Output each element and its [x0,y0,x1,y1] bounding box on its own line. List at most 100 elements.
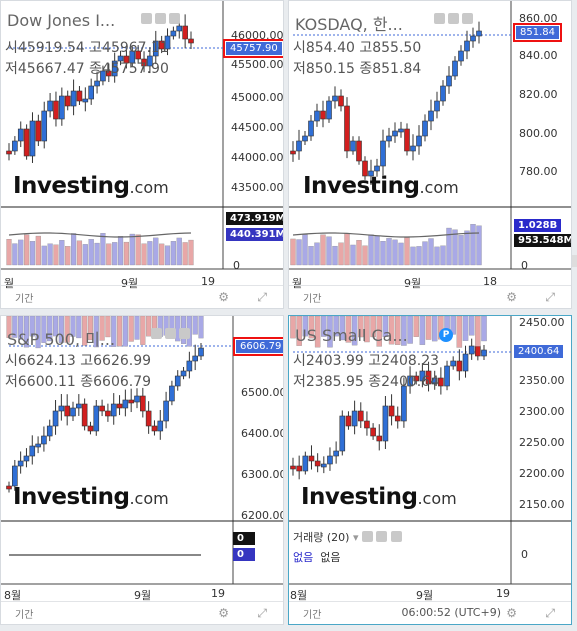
volume-bar [6,238,12,266]
volume-bar [29,316,35,337]
period-button[interactable]: 기간 [303,294,322,305]
chart-footer: 기간 ⚙ ⤢ [289,285,571,308]
chart-title[interactable]: S&P 500, 미... [7,330,116,349]
investing-logo: Investing.com [301,484,457,510]
low-value: 45667.47 [17,61,85,77]
settings-icon[interactable] [165,328,176,339]
eye-icon[interactable] [361,531,373,542]
volume-bar [321,316,327,337]
gear-icon[interactable]: ⚙ [218,290,229,304]
volume-bar [87,316,94,341]
volume-bar [345,316,352,343]
candle-body [147,55,153,67]
volume-ma-tag: 0 [233,548,255,561]
candle-body [6,485,12,490]
candle-body [145,410,152,427]
candle-body [135,50,141,60]
candle-body [186,360,193,372]
candle-body [370,427,376,437]
volume-bar [164,245,171,266]
ohlc-row-2: 저45667.47 종45757.90 [5,58,169,78]
chart-panel-kosdaq[interactable]: KOSDAQ, 한... 시854.40 고855.50 저850.15 종85… [288,0,572,309]
y-tick: 43500.00 [231,181,284,194]
candle-body [76,403,82,409]
volume-bar [370,316,376,338]
volume-zero-tick: 0 [521,548,528,561]
volume-values: 없음 없음 [293,549,341,565]
volume-bar [450,316,456,335]
x-tick: 9월 [134,589,152,602]
volume-bar [362,245,368,266]
candle-body [416,135,422,147]
candle-body [169,385,175,402]
candle-body [122,399,129,409]
chart-panel-dow[interactable]: Dow Jones I... 시45919.54 고45967.11 저4566… [0,0,284,309]
x-tick: 9월 [121,277,139,290]
volume-ma-tag: 440.391M [226,228,283,241]
candlestick-plot[interactable] [289,316,572,625]
settings-icon[interactable] [448,13,459,24]
y-tick: 2150.00 [519,498,565,511]
settings-icon[interactable] [376,531,388,542]
y-tick: 780.00 [519,165,558,178]
close-icon[interactable] [179,328,190,339]
candle-body [344,105,350,152]
gear-icon[interactable]: ⚙ [506,606,517,620]
candle-body [321,463,327,468]
low-label: 저 [293,61,306,77]
high-value: 2408.23 [381,353,440,369]
chart-title[interactable]: US Small Ca... [295,326,408,345]
gear-icon[interactable]: ⚙ [506,290,517,304]
close-icon[interactable] [169,13,180,24]
candle-body [170,30,177,37]
candle-body [157,420,164,432]
y-tick: 2450.00 [519,316,565,329]
candle-body [17,128,24,142]
period-button[interactable]: 기간 [15,294,34,305]
close-icon[interactable] [462,13,473,24]
volume-tag: 0 [233,532,255,545]
low-value: 2385.95 [305,374,364,390]
open-label: 시 [293,40,306,56]
scrollbar[interactable] [572,255,577,267]
chevron-down-icon[interactable] [434,13,445,24]
volume-bar [12,243,18,266]
clock-readout: 06:00:52 (UTC+9) [401,606,501,619]
expand-icon[interactable]: ⤢ [257,290,267,304]
expand-icon[interactable]: ⤢ [545,606,555,620]
expand-icon[interactable]: ⤢ [257,606,267,620]
volume-subpanel-header[interactable]: 거래량 (20) ▾ [293,529,402,545]
chevron-down-icon[interactable] [141,13,152,24]
period-button[interactable]: 기간 [15,610,34,621]
candle-body [434,100,440,112]
candle-body [357,410,364,422]
ohlc-row-1: 시854.40 고855.50 [293,37,421,57]
period-button[interactable]: 기간 [303,610,322,621]
volume-bar [23,316,30,348]
last-price-tag: 2400.64 [514,345,564,358]
y-tick: 45500.00 [231,58,284,71]
chart-panel-us-small-cap[interactable]: US Small Ca... P 시2403.99 고2408.23 저2385… [288,315,572,625]
candle-body [123,55,130,64]
chevron-down-icon[interactable]: ▾ [352,531,359,544]
p-badge-icon[interactable]: P [439,328,453,342]
chart-title[interactable]: KOSDAQ, 한... [295,15,403,34]
chart-title[interactable]: Dow Jones I... [7,11,116,30]
expand-icon[interactable]: ⤢ [545,290,555,304]
candle-body [290,150,296,155]
candlestick-plot[interactable] [1,1,284,309]
volume-bar [159,243,165,266]
candlestick-plot[interactable] [289,1,572,309]
chevron-down-icon[interactable] [151,328,162,339]
candle-body [413,375,420,382]
x-tick: 9월 [404,277,422,290]
gear-icon[interactable]: ⚙ [218,606,229,620]
candle-body [47,100,53,112]
chart-panel-sp500[interactable]: S&P 500, 미... 시6624.13 고6626.99 저6600.11… [0,315,284,625]
settings-icon[interactable] [155,13,166,24]
volume-bar [425,316,432,340]
volume-indicator-title[interactable]: 거래량 (20) [293,531,350,544]
candle-body [116,403,123,409]
close-icon[interactable] [390,531,402,542]
volume-bar [350,244,356,266]
